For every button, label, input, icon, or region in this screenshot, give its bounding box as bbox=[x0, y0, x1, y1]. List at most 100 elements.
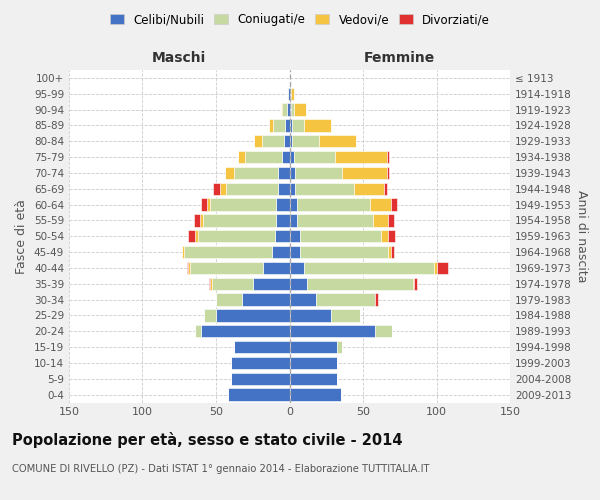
Bar bbox=[285, 119, 290, 132]
Bar bbox=[230, 372, 290, 385]
Bar bbox=[331, 309, 360, 322]
Bar bbox=[281, 104, 282, 116]
Bar bbox=[388, 246, 391, 258]
Bar bbox=[343, 166, 386, 179]
Bar bbox=[290, 341, 337, 353]
Bar bbox=[188, 230, 196, 242]
Bar bbox=[304, 262, 434, 274]
Bar bbox=[300, 230, 380, 242]
Bar bbox=[238, 151, 245, 164]
Bar bbox=[290, 135, 292, 147]
Bar bbox=[290, 198, 297, 211]
Bar bbox=[386, 166, 389, 179]
Bar bbox=[291, 104, 294, 116]
Bar bbox=[391, 198, 397, 211]
Bar bbox=[202, 198, 207, 211]
Bar bbox=[373, 214, 388, 226]
Bar bbox=[295, 166, 343, 179]
Bar bbox=[245, 151, 282, 164]
Bar bbox=[290, 278, 307, 290]
Bar bbox=[290, 151, 294, 164]
Bar bbox=[290, 166, 295, 179]
Bar bbox=[290, 104, 291, 116]
Bar bbox=[212, 278, 253, 290]
Bar bbox=[287, 104, 290, 116]
Bar bbox=[216, 294, 242, 306]
Bar bbox=[274, 119, 285, 132]
Bar bbox=[388, 230, 395, 242]
Bar bbox=[272, 246, 290, 258]
Bar bbox=[196, 325, 202, 338]
Text: Maschi: Maschi bbox=[152, 51, 206, 65]
Bar bbox=[294, 104, 305, 116]
Bar bbox=[278, 166, 290, 179]
Bar bbox=[413, 278, 415, 290]
Bar bbox=[290, 88, 291, 100]
Bar bbox=[335, 151, 386, 164]
Bar bbox=[290, 262, 304, 274]
Bar bbox=[290, 182, 295, 195]
Bar bbox=[276, 214, 290, 226]
Bar bbox=[291, 88, 294, 100]
Bar bbox=[284, 135, 290, 147]
Bar bbox=[354, 182, 383, 195]
Bar bbox=[288, 88, 290, 100]
Bar bbox=[207, 198, 210, 211]
Bar bbox=[290, 356, 337, 369]
Text: Femmine: Femmine bbox=[364, 51, 436, 65]
Bar bbox=[184, 246, 272, 258]
Bar bbox=[290, 246, 300, 258]
Legend: Celibi/Nubili, Coniugati/e, Vedovi/e, Divorziati/e: Celibi/Nubili, Coniugati/e, Vedovi/e, Di… bbox=[105, 8, 495, 31]
Bar bbox=[383, 182, 386, 195]
Bar bbox=[290, 230, 300, 242]
Bar bbox=[233, 166, 278, 179]
Bar bbox=[337, 341, 343, 353]
Bar bbox=[380, 230, 388, 242]
Bar bbox=[276, 198, 290, 211]
Bar bbox=[300, 246, 388, 258]
Bar bbox=[295, 182, 354, 195]
Bar bbox=[213, 182, 220, 195]
Y-axis label: Fasce di età: Fasce di età bbox=[16, 199, 28, 274]
Bar bbox=[230, 356, 290, 369]
Bar bbox=[187, 262, 188, 274]
Bar bbox=[290, 214, 297, 226]
Bar bbox=[297, 198, 370, 211]
Bar bbox=[319, 135, 356, 147]
Bar bbox=[242, 294, 290, 306]
Bar bbox=[375, 294, 378, 306]
Bar bbox=[194, 214, 200, 226]
Bar bbox=[196, 230, 199, 242]
Bar bbox=[210, 198, 276, 211]
Bar bbox=[292, 119, 304, 132]
Text: COMUNE DI RIVELLO (PZ) - Dati ISTAT 1° gennaio 2014 - Elaborazione TUTTITALIA.IT: COMUNE DI RIVELLO (PZ) - Dati ISTAT 1° g… bbox=[12, 464, 430, 474]
Bar bbox=[370, 198, 391, 211]
Bar bbox=[415, 278, 418, 290]
Bar bbox=[269, 119, 274, 132]
Bar bbox=[203, 214, 276, 226]
Bar bbox=[290, 309, 331, 322]
Bar bbox=[307, 278, 413, 290]
Bar bbox=[282, 151, 290, 164]
Bar bbox=[200, 214, 203, 226]
Bar bbox=[202, 325, 290, 338]
Bar bbox=[388, 214, 394, 226]
Text: Popolazione per età, sesso e stato civile - 2014: Popolazione per età, sesso e stato civil… bbox=[12, 432, 403, 448]
Bar bbox=[262, 135, 284, 147]
Bar bbox=[225, 166, 233, 179]
Bar bbox=[434, 262, 437, 274]
Bar bbox=[290, 325, 375, 338]
Bar bbox=[210, 278, 212, 290]
Bar bbox=[188, 262, 190, 274]
Bar bbox=[316, 294, 375, 306]
Bar bbox=[290, 119, 292, 132]
Bar bbox=[278, 182, 290, 195]
Bar bbox=[297, 214, 373, 226]
Bar bbox=[304, 119, 331, 132]
Bar bbox=[220, 182, 226, 195]
Bar bbox=[391, 246, 394, 258]
Bar bbox=[290, 388, 341, 401]
Bar bbox=[253, 278, 290, 290]
Bar bbox=[182, 246, 184, 258]
Bar bbox=[254, 135, 262, 147]
